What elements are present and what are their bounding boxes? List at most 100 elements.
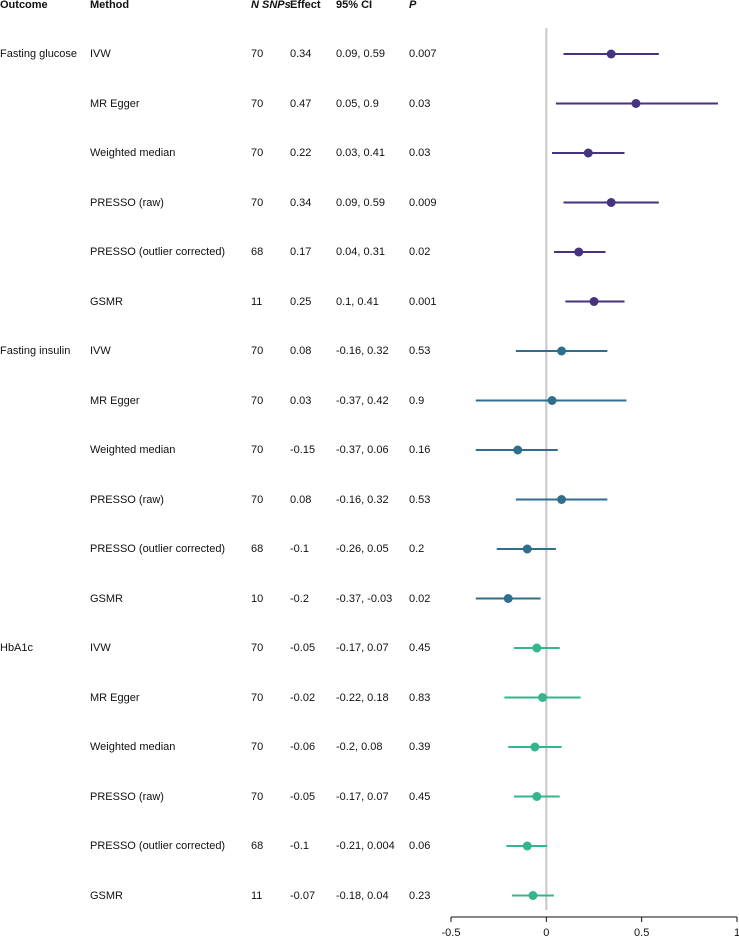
ci-cell: -0.37, -0.03 xyxy=(336,592,393,605)
p-value-cell: 0.53 xyxy=(409,345,431,357)
effect-point xyxy=(538,693,548,702)
ci-cell: -0.26, 0.05 xyxy=(336,543,389,555)
n-snps-cell: 68 xyxy=(251,840,264,852)
effect-cell: -0.02 xyxy=(290,691,316,704)
method-cell: MR Egger xyxy=(90,691,140,704)
p-value-cell: 0.001 xyxy=(409,295,437,308)
effect-point xyxy=(589,297,599,306)
ci-cell: 0.04, 0.31 xyxy=(336,246,385,258)
method-cell: GSMR xyxy=(90,295,123,308)
n-snps-cell: 70 xyxy=(251,345,264,357)
effect-point xyxy=(547,396,557,405)
p-value-cell: 0.53 xyxy=(409,493,431,506)
outcome-cell: Fasting insulin xyxy=(0,345,71,357)
method-cell: IVW xyxy=(90,345,111,357)
effect-point xyxy=(583,148,593,158)
effect-cell: 0.17 xyxy=(290,246,312,258)
effect-point xyxy=(513,445,523,455)
effect-cell: 0.08 xyxy=(290,493,312,506)
effect-point xyxy=(522,841,532,851)
method-cell: PRESSO (raw) xyxy=(90,790,164,803)
n-snps-cell: 70 xyxy=(251,790,264,803)
n-snps-cell: 70 xyxy=(251,147,264,159)
effect-point xyxy=(574,247,584,257)
p-value-cell: 0.16 xyxy=(409,444,431,456)
effect-point xyxy=(557,495,567,504)
method-cell: IVW xyxy=(90,642,111,654)
ci-cell: 0.09, 0.59 xyxy=(336,196,385,209)
n-snps-cell: 68 xyxy=(251,246,264,258)
n-snps-cell: 10 xyxy=(251,592,264,605)
n-snps-cell: 70 xyxy=(251,196,264,209)
header-effect: Effect xyxy=(290,0,321,11)
effect-cell: 0.47 xyxy=(290,97,312,110)
method-cell: PRESSO (outlier corrected) xyxy=(90,543,226,555)
n-snps-cell: 70 xyxy=(251,642,264,654)
method-cell: Weighted median xyxy=(90,444,176,456)
effect-cell: 0.03 xyxy=(290,394,312,407)
effect-point xyxy=(606,49,616,59)
p-value-cell: 0.45 xyxy=(409,790,431,803)
n-snps-cell: 68 xyxy=(251,543,264,555)
method-cell: Weighted median xyxy=(90,741,176,753)
p-value-cell: 0.45 xyxy=(409,642,431,654)
n-snps-cell: 70 xyxy=(251,741,264,753)
n-snps-cell: 70 xyxy=(251,97,264,110)
ci-cell: 0.09, 0.59 xyxy=(336,48,385,60)
ci-cell: -0.37, 0.06 xyxy=(336,444,389,456)
method-cell: GSMR xyxy=(90,889,123,902)
n-snps-cell: 11 xyxy=(251,889,263,902)
p-value-cell: 0.02 xyxy=(409,592,431,605)
method-cell: PRESSO (raw) xyxy=(90,196,164,209)
method-cell: GSMR xyxy=(90,592,123,605)
ci-cell: -0.18, 0.04 xyxy=(336,889,389,902)
ci-cell: -0.22, 0.18 xyxy=(336,691,389,704)
p-value-cell: 0.02 xyxy=(409,246,431,258)
p-value-cell: 0.03 xyxy=(409,97,431,110)
method-cell: MR Egger xyxy=(90,97,140,110)
n-snps-cell: 11 xyxy=(251,295,263,308)
effect-point xyxy=(532,643,542,653)
effect-cell: -0.07 xyxy=(290,889,316,902)
n-snps-cell: 70 xyxy=(251,493,264,506)
ci-cell: -0.21, 0.004 xyxy=(336,840,395,852)
effect-cell: 0.34 xyxy=(290,196,312,209)
header-method: Method xyxy=(90,0,130,11)
outcome-cell: HbA1c xyxy=(0,642,34,654)
p-value-cell: 0.83 xyxy=(409,691,431,704)
n-snps-cell: 70 xyxy=(251,394,264,407)
header-ci: 95% CI xyxy=(336,0,373,11)
method-cell: Weighted median xyxy=(90,147,176,159)
method-cell: IVW xyxy=(90,48,111,60)
effect-cell: -0.1 xyxy=(290,543,309,555)
p-value-cell: 0.03 xyxy=(409,147,431,159)
effect-point xyxy=(503,594,513,603)
effect-cell: -0.15 xyxy=(290,444,316,456)
p-value-cell: 0.007 xyxy=(409,48,437,60)
ci-cell: -0.37, 0.42 xyxy=(336,394,389,407)
effect-cell: 0.34 xyxy=(290,48,312,60)
n-snps-cell: 70 xyxy=(251,444,264,456)
effect-cell: -0.1 xyxy=(290,840,309,852)
p-value-cell: 0.009 xyxy=(409,196,437,209)
effect-cell: 0.25 xyxy=(290,295,312,308)
effect-point xyxy=(528,891,538,900)
effect-cell: -0.05 xyxy=(290,790,316,803)
x-tick-label: 0.5 xyxy=(634,927,649,939)
effect-point xyxy=(530,742,540,752)
p-value-cell: 0.23 xyxy=(409,889,431,902)
ci-cell: -0.17, 0.07 xyxy=(336,642,389,654)
ci-cell: 0.05, 0.9 xyxy=(336,97,379,110)
x-tick-label: -0.5 xyxy=(442,927,461,939)
method-cell: PRESSO (outlier corrected) xyxy=(90,246,226,258)
p-value-cell: 0.2 xyxy=(409,543,425,555)
effect-point xyxy=(606,198,616,207)
outcome-cell: Fasting glucose xyxy=(0,48,78,60)
x-tick-label: 0 xyxy=(543,927,549,939)
effect-point xyxy=(532,792,542,801)
effect-point xyxy=(631,99,641,108)
effect-cell: 0.22 xyxy=(290,147,312,159)
ci-cell: -0.16, 0.32 xyxy=(336,345,389,357)
header-p: P xyxy=(409,0,417,11)
method-cell: PRESSO (raw) xyxy=(90,493,164,506)
